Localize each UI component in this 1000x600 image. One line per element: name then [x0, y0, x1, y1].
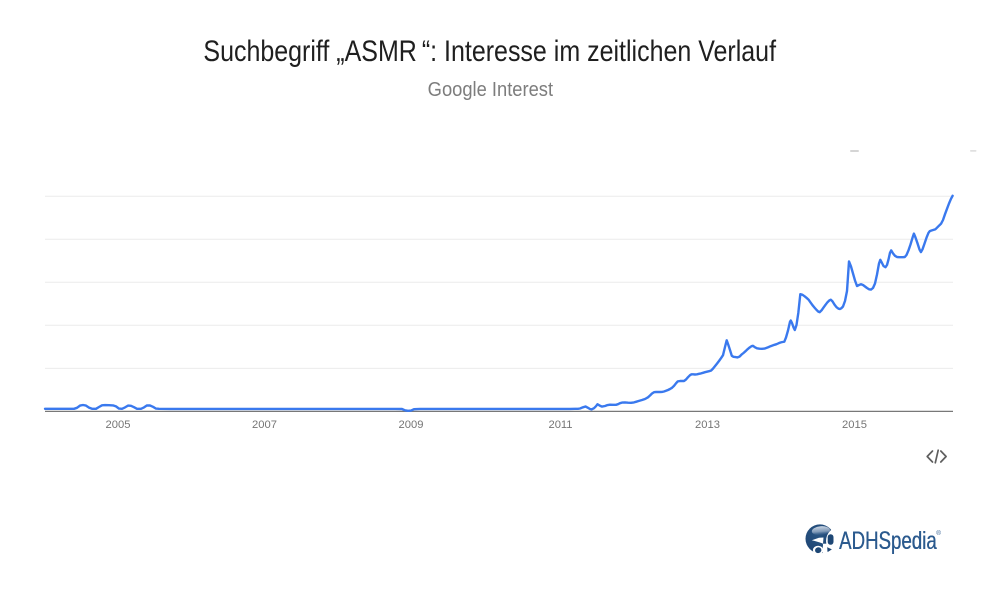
svg-text:2015: 2015 [842, 419, 867, 431]
svg-text:2011: 2011 [548, 419, 572, 431]
svg-text:2007: 2007 [252, 419, 277, 431]
svg-text:2013: 2013 [695, 419, 720, 431]
svg-text:2005: 2005 [106, 419, 131, 431]
svg-text:2009: 2009 [399, 419, 424, 431]
